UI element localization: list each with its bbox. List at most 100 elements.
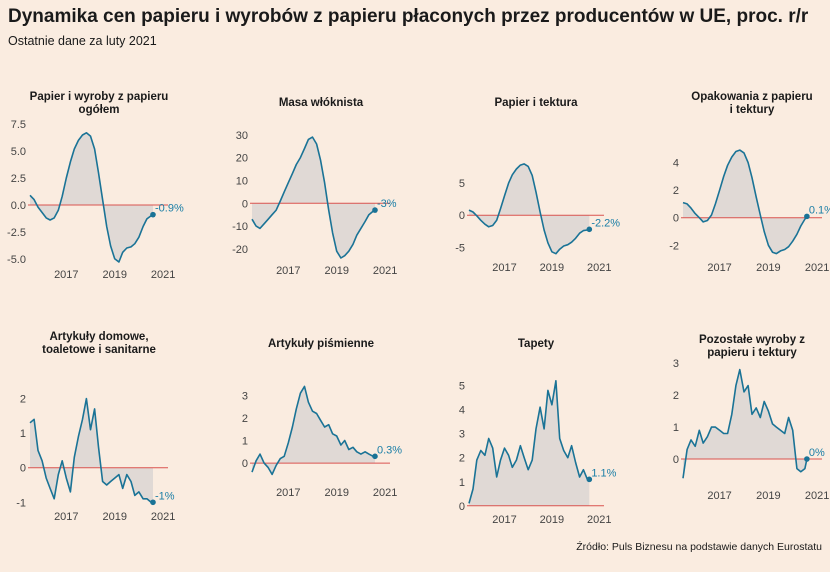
panel-title-line: Masa włóknista <box>279 97 364 109</box>
y-tick-label: 0 <box>242 458 248 470</box>
last-value-label: 0.1% <box>809 204 830 216</box>
area-fill <box>30 398 153 503</box>
x-tick-label: 2021 <box>587 262 611 274</box>
panel-title-line: papieru i tektury <box>707 347 797 359</box>
x-tick-label: 2021 <box>373 487 397 499</box>
y-tick-label: 2.5 <box>11 173 26 185</box>
y-tick-label: 1 <box>242 436 248 448</box>
series-line <box>682 149 808 255</box>
last-point <box>150 211 156 218</box>
panel-title-line: Tapety <box>518 338 555 350</box>
y-tick-label: 5.0 <box>11 146 26 158</box>
area-fill <box>683 369 807 479</box>
last-value-label: -1% <box>155 490 175 502</box>
y-tick-label: 2 <box>673 390 679 402</box>
y-tick-label: 4 <box>673 158 679 170</box>
y-tick-label: -1 <box>16 497 26 509</box>
last-point <box>804 456 810 462</box>
y-tick-label: 30 <box>236 130 248 142</box>
y-tick-label: -5.0 <box>7 254 26 266</box>
panel-5: Artykuły domowe,toaletowe i sanitarne -1%… <box>16 331 175 523</box>
x-tick-label: 2017 <box>492 514 516 526</box>
area-fill <box>252 137 375 258</box>
last-point <box>372 207 378 213</box>
last-value-label: -0.9% <box>155 203 184 215</box>
panel-title-line: ogółem <box>79 104 120 116</box>
last-point <box>586 476 593 483</box>
y-tick-label: 0 <box>20 463 26 475</box>
panel-title-line: Opakowania z papieru <box>691 91 812 103</box>
y-tick-label: 0 <box>459 210 465 222</box>
area-fill <box>469 380 590 506</box>
last-value-label: 1.1% <box>591 467 616 479</box>
panel-title-line: i tektury <box>730 104 775 116</box>
series-line <box>251 385 375 476</box>
y-tick-label: 1 <box>20 428 26 440</box>
area-fill <box>252 386 375 475</box>
y-tick-label: 0 <box>242 198 248 210</box>
y-tick-label: 0 <box>673 213 679 225</box>
y-tick-label: 0 <box>673 454 679 466</box>
panel-title-line: Papier i tektura <box>494 97 578 109</box>
x-tick-label: 2017 <box>54 511 78 523</box>
x-tick-label: 2017 <box>54 269 78 281</box>
last-point <box>804 213 810 220</box>
chart-title: Dynamika cen papieru i wyrobów z papieru… <box>8 6 809 27</box>
y-tick-label: 3 <box>459 429 465 441</box>
last-value-label: 0.3% <box>377 444 402 456</box>
last-value-label: -2.2% <box>591 217 620 229</box>
panel-6: Artykuły piśmienne 0.3% 3 2 1 0 2017 2019 2021 <box>242 338 402 499</box>
y-tick-label: 0 <box>459 501 465 513</box>
x-tick-label: 2017 <box>707 490 731 502</box>
x-tick-label: 2019 <box>540 514 564 526</box>
y-tick-label: 20 <box>236 153 248 165</box>
x-tick-label: 2021 <box>151 511 175 523</box>
x-tick-label: 2019 <box>540 262 564 274</box>
x-tick-label: 2019 <box>756 490 780 502</box>
x-tick-label: 2019 <box>324 265 348 277</box>
y-tick-label: -2.5 <box>7 227 26 239</box>
y-tick-label: -10 <box>232 221 248 233</box>
x-tick-label: 2019 <box>756 262 780 274</box>
panel-2: Masa włóknista -3% 30 20 10 0 -10 -20 2017 2019 20… <box>232 97 397 277</box>
y-tick-label: -5 <box>455 242 465 254</box>
series-line <box>29 397 153 504</box>
x-tick-label: 2019 <box>324 487 348 499</box>
x-tick-label: 2019 <box>102 269 126 281</box>
panel-7: Tapety 1.1% 5 4 3 2 1 0 2017 2019 2021 <box>459 338 617 526</box>
x-tick-label: 2017 <box>276 265 300 277</box>
y-tick-label: 7.5 <box>11 119 26 131</box>
series-line <box>468 163 590 255</box>
y-tick-label: 2 <box>673 185 679 197</box>
panel-title-line: Artykuły domowe, <box>49 331 148 343</box>
y-tick-label: 2 <box>20 394 26 406</box>
last-value-label: -3% <box>377 198 397 210</box>
y-tick-label: -20 <box>232 244 248 256</box>
area-fill <box>30 132 153 262</box>
panel-3: Papier i tektura -2.2% 5 0 -5 2017 2019 2021 <box>455 97 620 274</box>
x-tick-label: 2021 <box>587 514 611 526</box>
source-note: Źródło: Puls Biznesu na podstawie danych… <box>576 541 822 553</box>
series-line <box>251 136 376 259</box>
y-tick-label: 3 <box>673 358 679 370</box>
area-fill <box>683 150 807 254</box>
x-tick-label: 2019 <box>102 511 126 523</box>
x-tick-label: 2021 <box>805 490 829 502</box>
last-point <box>150 499 156 506</box>
x-tick-label: 2017 <box>276 487 300 499</box>
x-tick-label: 2017 <box>492 262 516 274</box>
x-tick-label: 2017 <box>707 262 731 274</box>
chart-subtitle: Ostatnie dane za luty 2021 <box>8 34 157 48</box>
y-tick-label: 5 <box>459 381 465 393</box>
y-tick-label: 2 <box>242 413 248 425</box>
y-tick-label: 1 <box>459 477 465 489</box>
panel-title-line: Artykuły piśmienne <box>268 338 374 350</box>
series-line <box>682 368 808 479</box>
panel-title-line: Papier i wyroby z papieru <box>30 91 169 103</box>
x-tick-label: 2021 <box>805 262 829 274</box>
y-tick-label: 2 <box>459 453 465 465</box>
